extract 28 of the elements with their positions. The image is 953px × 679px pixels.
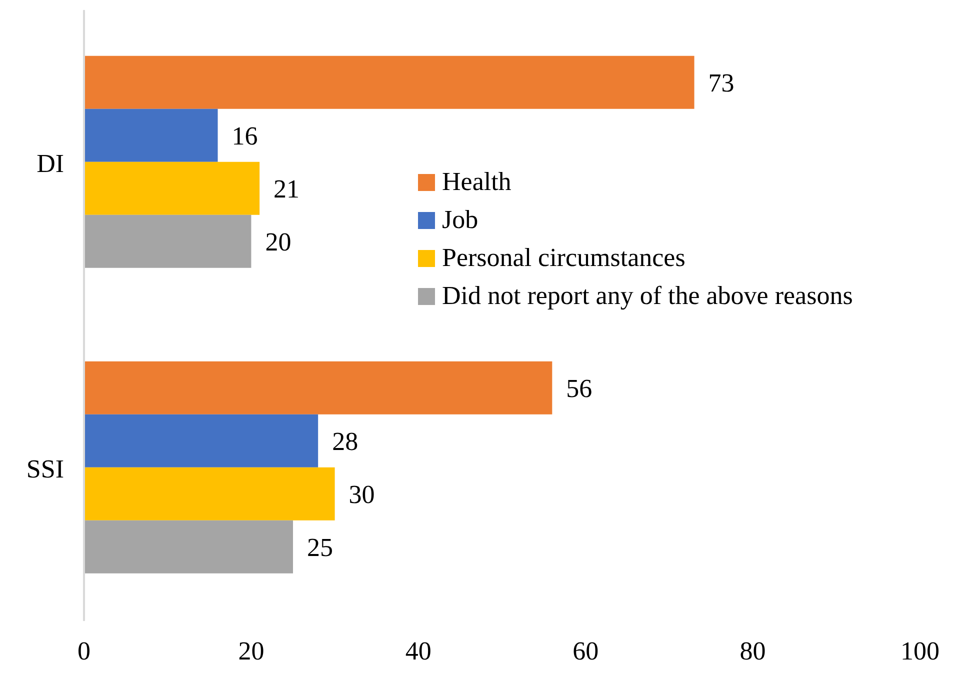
x-tick-label: 60 bbox=[572, 636, 599, 666]
x-tick-label: 80 bbox=[740, 636, 766, 666]
data-label: 16 bbox=[232, 122, 258, 151]
bar bbox=[84, 414, 318, 468]
legend-label: Job bbox=[442, 204, 478, 236]
data-label: 73 bbox=[708, 68, 734, 98]
data-label: 30 bbox=[348, 480, 375, 510]
data-label: 25 bbox=[307, 533, 333, 562]
bar bbox=[84, 361, 552, 414]
x-tick-label: 100 bbox=[900, 636, 940, 666]
x-tick-label: 40 bbox=[405, 636, 432, 666]
data-label: 28 bbox=[332, 427, 358, 456]
legend-label: Personal circumstances bbox=[442, 242, 686, 274]
data-label: 21 bbox=[274, 174, 300, 204]
bar bbox=[84, 214, 252, 268]
bar bbox=[84, 467, 335, 520]
data-label: 56 bbox=[566, 374, 592, 404]
data-label: 20 bbox=[265, 228, 292, 257]
legend-label: Did not report any of the above reasons bbox=[442, 280, 853, 312]
bar bbox=[84, 56, 694, 109]
y-tick-label: DI bbox=[36, 148, 64, 178]
bar bbox=[84, 520, 293, 574]
x-tick-label: 20 bbox=[238, 636, 264, 666]
y-tick-label: SSI bbox=[26, 454, 64, 484]
bar bbox=[84, 108, 218, 162]
bar bbox=[84, 162, 260, 215]
legend-label: Health bbox=[442, 166, 512, 198]
x-tick-label: 0 bbox=[78, 636, 90, 666]
